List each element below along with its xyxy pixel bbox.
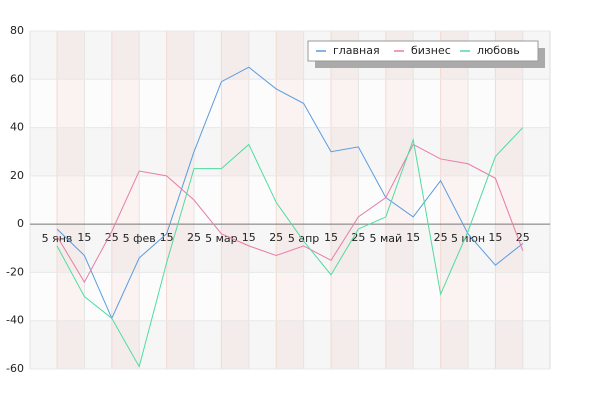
line [56, 66, 524, 320]
stripe [139, 31, 167, 369]
stripe [221, 31, 249, 369]
stripe [495, 31, 523, 369]
stripe [522, 31, 550, 369]
stripe [30, 31, 58, 369]
band [30, 127, 550, 176]
band [30, 224, 550, 273]
legend-label: бизнес [411, 44, 451, 57]
stripe [413, 31, 441, 369]
x-tick-label: 15 [488, 231, 502, 244]
stripe [331, 31, 359, 369]
x-tick-label: 15 [242, 231, 256, 244]
x-tick-label: 15 [77, 231, 91, 244]
stripe [166, 31, 194, 369]
stripe [57, 31, 85, 369]
stripe [248, 31, 277, 369]
stripe [358, 31, 386, 369]
band [30, 175, 550, 225]
stripe [468, 31, 496, 369]
band [30, 320, 550, 369]
x-tick-label: 25 [105, 231, 119, 244]
stripe [440, 31, 468, 369]
x-tick-label: 5 апр [288, 232, 319, 245]
x-tick-label: 5 июн [451, 232, 485, 245]
x-tick-label: 15 [406, 231, 420, 244]
y-tick-label: 60 [10, 72, 24, 85]
x-tick-label: 5 май [369, 232, 402, 245]
y-tick-label: 0 [17, 217, 24, 230]
line [56, 143, 524, 284]
stripe [303, 31, 331, 369]
y-tick-label: -60 [6, 362, 24, 375]
x-tick-label: 5 фев [123, 232, 156, 245]
x-tick-label: 15 [324, 231, 338, 244]
y-tick-label: 40 [10, 121, 24, 134]
legend-label: любовь [477, 44, 520, 57]
x-tick-label: 25 [187, 231, 201, 244]
y-tick-label: -40 [6, 314, 24, 327]
x-tick-label: 15 [160, 231, 174, 244]
stripe [385, 31, 414, 369]
band [30, 79, 550, 128]
y-tick-label: -20 [6, 265, 24, 278]
stripe [276, 31, 304, 369]
y-tick-label: 80 [10, 24, 24, 37]
x-tick-label: 25 [269, 231, 283, 244]
y-tick-label: 20 [10, 169, 24, 182]
band [30, 272, 550, 321]
x-tick-label: 5 янв [42, 232, 73, 245]
line [56, 127, 524, 368]
legend [307, 40, 539, 62]
x-tick-label: 25 [434, 231, 448, 244]
legend-label: главная [333, 44, 380, 57]
stripe [194, 31, 222, 369]
x-tick-label: 5 мар [205, 232, 238, 245]
stripe [84, 31, 112, 369]
